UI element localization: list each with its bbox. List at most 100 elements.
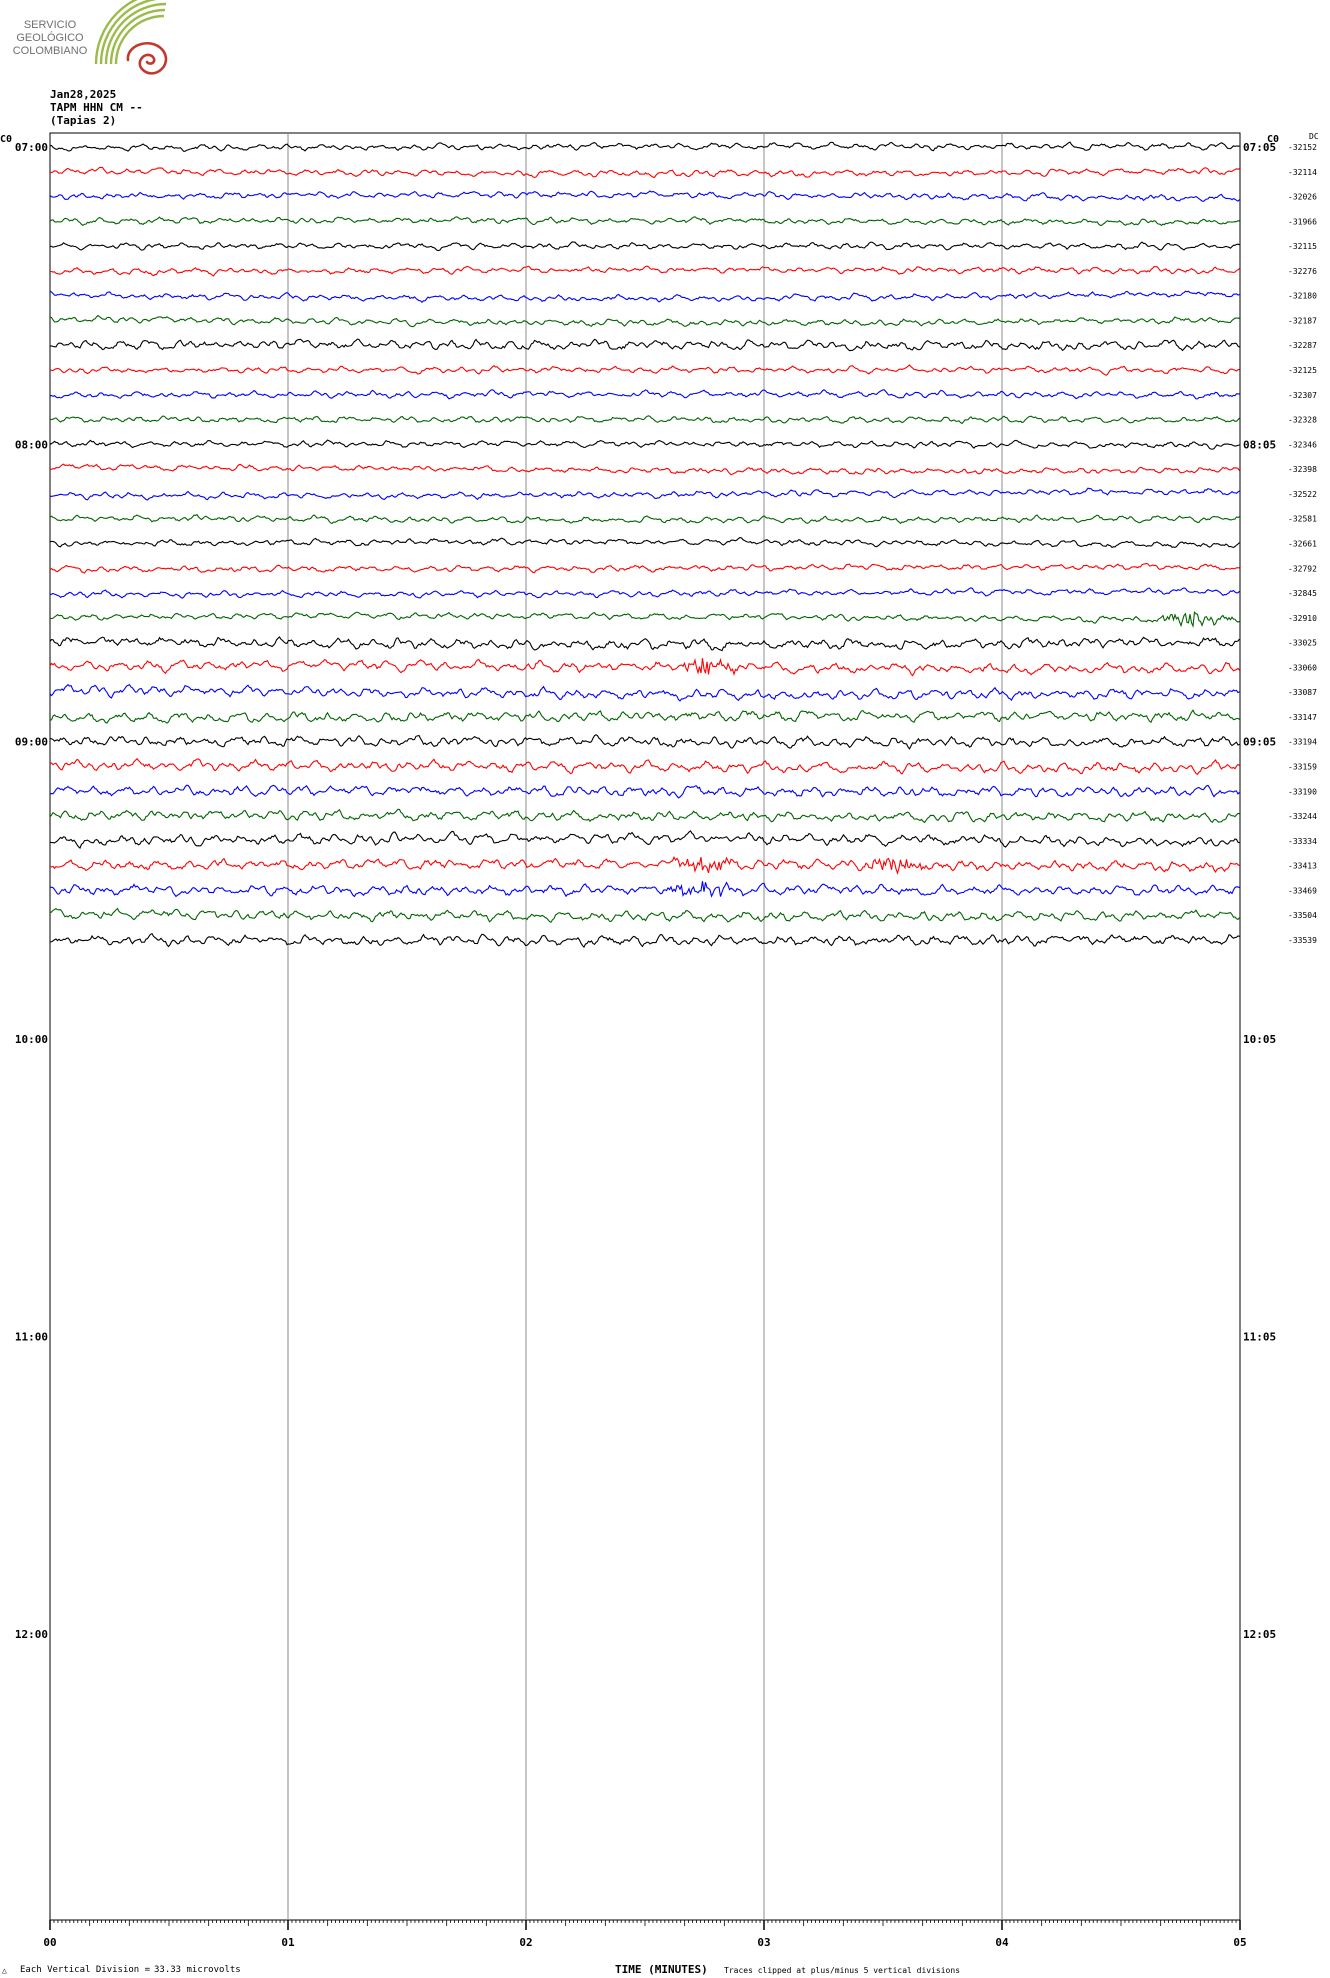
right-hour-label: 12:05 (1243, 1628, 1276, 1641)
dc-offset-label: -32581 (1288, 515, 1317, 524)
dc-label: DC (1309, 132, 1319, 141)
trace-line (49, 166, 1240, 179)
logo-line-1: SERVICIO (23, 19, 77, 31)
trace-line (49, 734, 1240, 750)
trace-line (49, 784, 1240, 799)
trace-line (49, 709, 1240, 724)
logo-text: SERVICIO GEOLÓGICO COLOMBIANO (6, 19, 94, 58)
dc-offset-label: -32276 (1288, 267, 1317, 276)
left-hour-label: 11:00 (15, 1330, 48, 1343)
dc-offset-label: -33025 (1288, 639, 1317, 648)
trace-line (49, 190, 1240, 202)
x-axis-title: TIME (MINUTES) (615, 1963, 708, 1976)
dc-offset-label: -33194 (1288, 738, 1317, 747)
trace-line (49, 856, 1240, 875)
trace-line (49, 636, 1240, 652)
right-hour-label: 08:05 (1243, 438, 1276, 451)
trace-line (49, 657, 1240, 677)
trace-line (49, 587, 1240, 599)
dc-offset-label: -32328 (1288, 416, 1317, 425)
left-hour-label: 12:00 (15, 1628, 48, 1641)
trace-line (49, 513, 1240, 525)
trace-line (49, 389, 1240, 400)
trace-line (49, 932, 1240, 949)
left-hour-label: 10:00 (15, 1033, 48, 1046)
dc-offset-label: -32115 (1288, 242, 1317, 251)
dc-offset-label: -33190 (1288, 787, 1317, 796)
x-tick-label: 04 (995, 1936, 1009, 1949)
dc-offset-label: -32026 (1288, 193, 1317, 202)
right-hour-label: 09:05 (1243, 736, 1276, 749)
clip-note: Traces clipped at plus/minus 5 vertical … (724, 1966, 961, 1975)
header-date: Jan28,2025 (50, 88, 117, 101)
trace-line (49, 830, 1240, 850)
trace-line (49, 907, 1240, 923)
dc-offset-label: -31966 (1288, 217, 1317, 226)
trace-line (49, 757, 1240, 775)
dc-offset-label: -32287 (1288, 341, 1317, 350)
dc-offset-label: -32180 (1288, 292, 1317, 301)
dc-offset-label: -32522 (1288, 490, 1317, 499)
scale-value: 33.33 microvolts (154, 1965, 241, 1975)
trace-line (49, 338, 1240, 352)
left-edge-label: C0 (0, 134, 13, 145)
left-hour-label: 07:00 (15, 141, 48, 154)
trace-line (49, 439, 1240, 450)
dc-offset-label: -33244 (1288, 812, 1317, 821)
trace-line (49, 364, 1240, 376)
dc-offset-label: -32845 (1288, 589, 1317, 598)
dc-offset-label: -32114 (1288, 168, 1317, 177)
right-hour-label: 07:05 (1243, 141, 1276, 154)
trace-line (49, 265, 1240, 277)
x-tick-label: 05 (1233, 1936, 1246, 1949)
trace-line (49, 463, 1240, 476)
scale-prefix: Each Vertical Division = (20, 1965, 151, 1975)
trace-line (49, 683, 1240, 702)
trace-line (49, 290, 1240, 304)
left-hour-label: 09:00 (15, 736, 48, 749)
trace-line (49, 536, 1240, 549)
right-edge-label: C0 (1267, 134, 1280, 145)
trace-line (49, 314, 1240, 328)
dc-offset-label: -33087 (1288, 688, 1317, 697)
dc-offset-label: -32398 (1288, 465, 1317, 474)
x-tick-label: 00 (43, 1936, 56, 1949)
trace-line (49, 562, 1240, 574)
logo-line-2: GEOLÓGICO (16, 32, 84, 44)
logo-line-3: COLOMBIANO (12, 45, 88, 57)
dc-offset-label: -32125 (1288, 366, 1317, 375)
trace-line (49, 241, 1240, 252)
dc-offset-label: -33159 (1288, 763, 1317, 772)
left-hour-label: 08:00 (15, 438, 48, 451)
dc-offset-label: -33147 (1288, 713, 1317, 722)
trace-line (49, 808, 1240, 824)
dc-offset-label: -33334 (1288, 837, 1317, 846)
dc-offset-label: -33539 (1288, 936, 1317, 945)
dc-offset-label: -32910 (1288, 614, 1317, 623)
trace-line (49, 487, 1240, 501)
right-hour-label: 11:05 (1243, 1330, 1276, 1343)
dc-offset-label: -33504 (1288, 911, 1317, 920)
corner-mark-icon: △ (2, 1966, 7, 1975)
dc-offset-label: -32346 (1288, 440, 1317, 449)
right-hour-label: 10:05 (1243, 1033, 1276, 1046)
dc-offset-label: -33060 (1288, 663, 1317, 672)
x-tick-label: 03 (757, 1936, 770, 1949)
dc-offset-label: -32187 (1288, 316, 1317, 325)
header-location: (Tapias 2) (50, 114, 117, 127)
logo-icon (94, 0, 168, 75)
trace-line (49, 216, 1240, 227)
header-station: TAPM HHN CM -- (50, 101, 143, 114)
trace-line (49, 611, 1240, 628)
x-tick-label: 01 (281, 1936, 295, 1949)
dc-offset-label: -33413 (1288, 862, 1317, 871)
x-tick-label: 02 (519, 1936, 532, 1949)
dc-offset-label: -33469 (1288, 886, 1317, 895)
trace-line (49, 881, 1240, 898)
plot-frame (49, 132, 1241, 1921)
dc-offset-label: -32307 (1288, 391, 1317, 400)
trace-line (49, 141, 1240, 152)
dc-offset-label: -32661 (1288, 539, 1317, 548)
trace-line (49, 415, 1240, 425)
